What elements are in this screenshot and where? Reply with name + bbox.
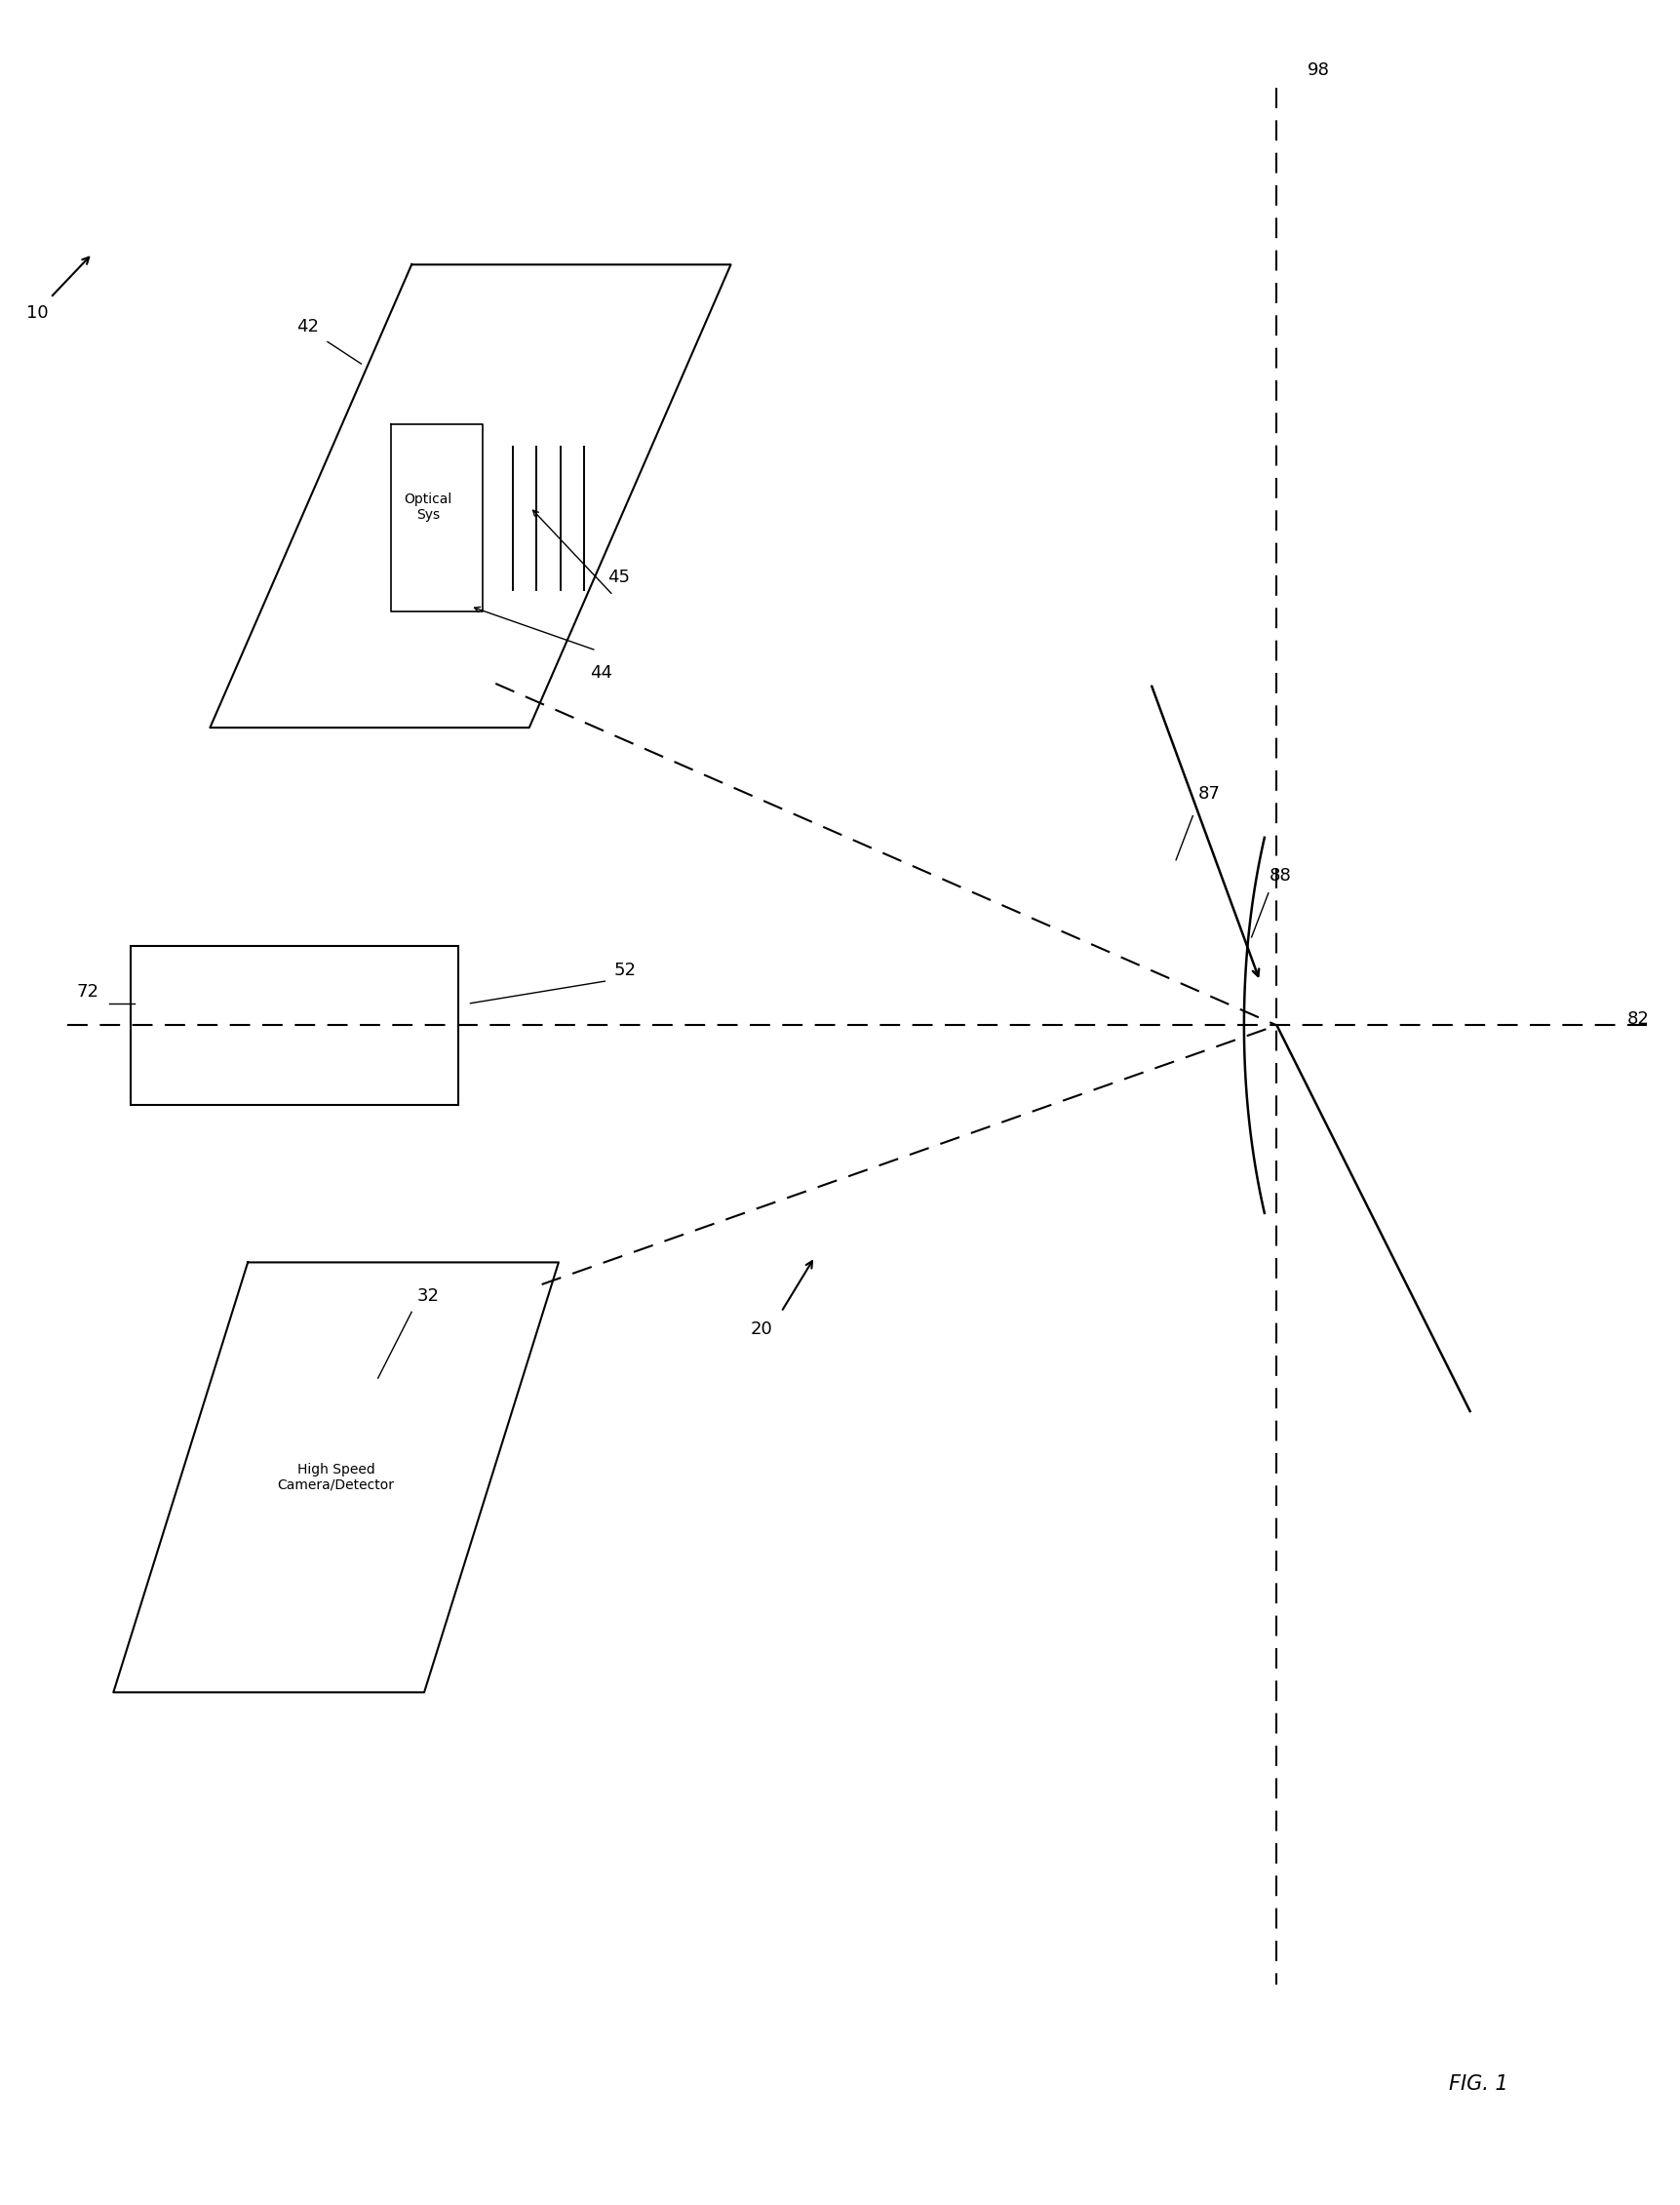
Text: 45: 45 bbox=[606, 569, 630, 587]
Text: 44: 44 bbox=[590, 664, 613, 681]
Text: High Speed
Camera/Detector: High Speed Camera/Detector bbox=[277, 1462, 395, 1493]
Text: 10: 10 bbox=[25, 304, 49, 322]
Text: FIG. 1: FIG. 1 bbox=[1448, 2075, 1509, 2093]
Text: 72: 72 bbox=[76, 983, 99, 1001]
Bar bbox=[129, 946, 457, 1105]
Text: 20: 20 bbox=[749, 1321, 773, 1338]
Text: 42: 42 bbox=[296, 318, 319, 335]
Text: Optical
Sys: Optical Sys bbox=[405, 492, 452, 523]
Text: 82: 82 bbox=[1626, 1010, 1650, 1028]
Text: 98: 98 bbox=[1307, 62, 1331, 79]
Text: 87: 87 bbox=[1198, 785, 1221, 803]
Text: 52: 52 bbox=[613, 961, 637, 979]
Text: 32: 32 bbox=[417, 1288, 440, 1305]
Text: 88: 88 bbox=[1268, 867, 1292, 884]
